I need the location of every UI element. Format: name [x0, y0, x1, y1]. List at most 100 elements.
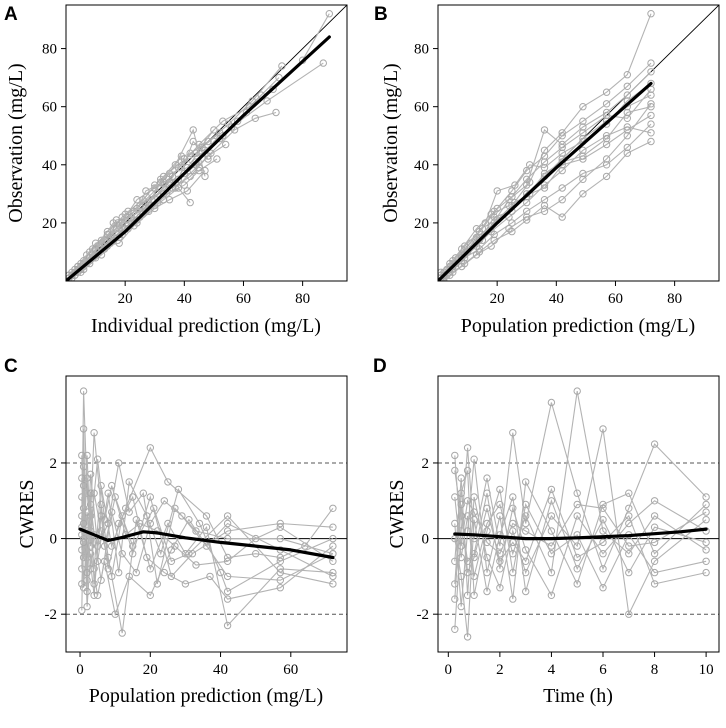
x-tick-label: 20	[118, 291, 133, 307]
observation-point	[647, 120, 655, 128]
trend-line	[78, 527, 335, 560]
observation-point	[547, 542, 556, 550]
observation-point	[470, 508, 478, 516]
observation-point	[547, 497, 556, 505]
observation-point	[496, 584, 504, 592]
observation-point	[558, 149, 566, 157]
plot-frame-c	[65, 375, 348, 653]
plot-frame-a	[65, 4, 348, 282]
x-tick-label: 60	[608, 291, 623, 307]
observation-point	[181, 580, 190, 588]
observation-point	[702, 516, 710, 524]
observation-point	[165, 196, 174, 204]
observation-point	[470, 591, 478, 599]
observation-point	[702, 568, 710, 577]
observation-point	[272, 108, 280, 117]
plot-area-a	[66, 5, 347, 281]
observation-point	[547, 591, 556, 599]
subject-profile-line	[443, 123, 652, 279]
observation-point	[108, 481, 116, 490]
observation-point	[573, 500, 581, 509]
observation-point	[508, 187, 516, 195]
observation-point	[189, 126, 197, 134]
y-tick-label: 0	[422, 532, 430, 548]
observation-point	[623, 143, 631, 152]
observation-point	[625, 512, 633, 520]
observation-point	[201, 172, 209, 181]
observation-point	[223, 621, 232, 630]
observation-point	[146, 493, 155, 501]
x-tick-label: 80	[295, 291, 310, 307]
observation-point	[157, 178, 165, 186]
observation-point	[470, 455, 478, 463]
panel-d: D 0 2 4 6 8 10 -2 0 2 Time (h) CWRES	[373, 356, 720, 707]
observation-point	[540, 201, 549, 210]
observation-point	[118, 550, 126, 558]
observation-point	[451, 625, 459, 633]
observation-point	[171, 161, 180, 169]
observation-point	[83, 474, 91, 482]
observation-point	[449, 268, 457, 276]
observation-point	[540, 126, 549, 134]
observation-point	[79, 519, 88, 528]
y-axis-title-a: Observation (mg/L)	[5, 63, 27, 222]
observation-point	[508, 219, 516, 227]
x-tick-label: 40	[177, 291, 192, 307]
axis-ticks-b: 20 40 60 80 20 40 60 80	[414, 42, 682, 307]
observation-point	[276, 565, 284, 573]
observation-point	[219, 117, 227, 125]
observation-point	[146, 565, 155, 573]
observation-point	[223, 527, 232, 535]
trend-line	[453, 527, 708, 541]
observation-point	[457, 572, 465, 581]
observation-point	[522, 568, 530, 577]
observation-point	[276, 557, 284, 565]
y-axis-title-d: CWRES	[386, 480, 408, 549]
panel-label-c: C	[4, 356, 18, 377]
observation-point	[602, 100, 611, 108]
observation-point	[522, 546, 530, 554]
observation-point	[623, 114, 631, 123]
observation-point	[125, 478, 133, 486]
observation-point	[650, 523, 659, 531]
observation-point	[143, 553, 151, 562]
observation-point	[93, 557, 102, 565]
observation-point	[540, 164, 549, 172]
axis-ticks-c: 0 20 40 60 -2 0 2	[45, 456, 299, 678]
observation-point	[558, 158, 566, 166]
observation-point	[602, 140, 611, 149]
y-tick-label: 60	[414, 100, 429, 116]
observation-point	[647, 103, 655, 111]
observation-point	[460, 259, 469, 268]
observation-point	[599, 550, 607, 558]
observation-point	[115, 519, 123, 528]
observation-point	[78, 474, 86, 482]
observation-point	[104, 565, 112, 573]
observation-point	[547, 527, 556, 535]
plot-frame-b	[437, 4, 720, 282]
subject-profile-line	[454, 496, 707, 637]
x-tick-label: 8	[651, 662, 659, 678]
observation-point	[97, 512, 105, 520]
observation-point	[523, 216, 531, 224]
subject-profile-line	[454, 391, 707, 577]
observation-point	[146, 444, 155, 452]
observation-point	[623, 132, 631, 140]
observation-point	[547, 512, 556, 520]
observation-point	[108, 508, 116, 516]
observation-point	[650, 497, 659, 505]
observation-point	[625, 610, 633, 618]
observation-point	[276, 584, 284, 592]
observation-point	[579, 146, 587, 155]
observation-point	[602, 161, 611, 169]
observation-point	[248, 97, 257, 105]
observation-point	[276, 576, 284, 584]
observation-point	[325, 10, 333, 18]
observation-point	[496, 485, 504, 494]
observation-point	[602, 172, 611, 181]
observation-point	[202, 523, 211, 531]
observation-point	[483, 489, 491, 497]
observation-point	[90, 429, 98, 437]
observation-point	[522, 587, 530, 596]
observation-point	[623, 82, 631, 91]
